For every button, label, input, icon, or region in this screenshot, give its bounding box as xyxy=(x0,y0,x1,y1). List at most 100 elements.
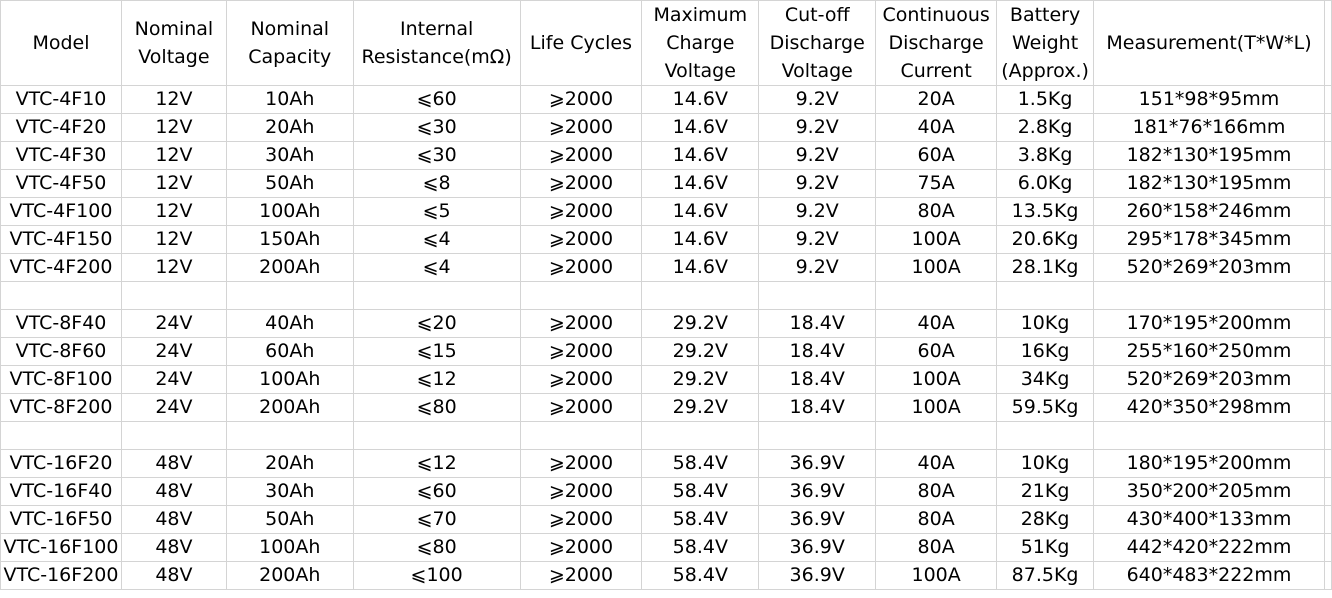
table-body: VTC-4F10 12V 10Ah ⩽60 ⩾2000 14.6V 9.2V 20A 1.5Kg… xyxy=(0,85,1332,590)
empty-cell xyxy=(758,421,877,450)
cutoff-discharge-voltage-cell: 36.9V xyxy=(758,477,877,506)
header-nominal-voltage: Nominal Voltage xyxy=(120,0,227,86)
nominal-voltage-cell: 12V xyxy=(120,253,227,282)
continuous-discharge-current-cell: 80A xyxy=(875,533,998,562)
internal-resistance-cell: ⩽12 xyxy=(352,365,521,394)
battery-weight-cell: 6.0Kg xyxy=(996,169,1095,198)
cutoff-discharge-voltage-cell: 9.2V xyxy=(758,113,877,142)
cutoff-discharge-voltage-cell: 18.4V xyxy=(758,309,877,338)
empty-cell xyxy=(120,281,227,310)
cutoff-discharge-voltage-cell: 9.2V xyxy=(758,141,877,170)
max-charge-voltage-cell: 14.6V xyxy=(641,253,760,282)
header-cutoff-discharge-voltage: Cut-off Discharge Voltage xyxy=(758,0,877,86)
table-row: VTC-8F100 24V 100Ah ⩽12 ⩾2000 29.2V 18.4V 100A 3… xyxy=(0,365,1332,394)
life-cycles-cell: ⩾2000 xyxy=(519,197,643,226)
spacer-row xyxy=(0,281,1332,310)
battery-weight-cell: 59.5Kg xyxy=(996,393,1095,422)
nominal-voltage-cell: 24V xyxy=(120,309,227,338)
table-row: VTC-4F30 12V 30Ah ⩽30 ⩾2000 14.6V 9.2V 60A 3.8Kg… xyxy=(0,141,1332,170)
table-row: VTC-16F20 48V 20Ah ⩽12 ⩾2000 58.4V 36.9V 40A 10K… xyxy=(0,449,1332,478)
internal-resistance-cell: ⩽60 xyxy=(352,85,521,114)
table-row: VTC-16F40 48V 30Ah ⩽60 ⩾2000 58.4V 36.9V 80A 21K… xyxy=(0,477,1332,506)
max-charge-voltage-cell: 14.6V xyxy=(641,141,760,170)
measurement-cell: 430*400*133mm xyxy=(1093,505,1325,534)
nominal-capacity-cell: 60Ah xyxy=(225,337,354,366)
empty-cell xyxy=(1323,253,1332,282)
empty-cell xyxy=(0,421,122,450)
internal-resistance-cell: ⩽60 xyxy=(352,477,521,506)
empty-cell xyxy=(641,281,760,310)
nominal-capacity-cell: 200Ah xyxy=(225,253,354,282)
life-cycles-cell: ⩾2000 xyxy=(519,449,643,478)
measurement-cell: 170*195*200mm xyxy=(1093,309,1325,338)
max-charge-voltage-cell: 14.6V xyxy=(641,169,760,198)
measurement-cell: 260*158*246mm xyxy=(1093,197,1325,226)
nominal-capacity-cell: 20Ah xyxy=(225,113,354,142)
nominal-capacity-cell: 200Ah xyxy=(225,561,354,590)
measurement-cell: 182*130*195mm xyxy=(1093,141,1325,170)
header-row: Model Nominal Voltage Nominal Capacity I… xyxy=(0,0,1332,86)
life-cycles-cell: ⩾2000 xyxy=(519,169,643,198)
cutoff-discharge-voltage-cell: 18.4V xyxy=(758,337,877,366)
header-model: Model xyxy=(0,0,122,86)
continuous-discharge-current-cell: 100A xyxy=(875,561,998,590)
continuous-discharge-current-cell: 80A xyxy=(875,505,998,534)
internal-resistance-cell: ⩽5 xyxy=(352,197,521,226)
empty-cell xyxy=(1323,197,1332,226)
life-cycles-cell: ⩾2000 xyxy=(519,253,643,282)
empty-cell xyxy=(1323,141,1332,170)
nominal-voltage-cell: 12V xyxy=(120,85,227,114)
internal-resistance-cell: ⩽4 xyxy=(352,253,521,282)
empty-cell xyxy=(641,421,760,450)
header-max-charge-voltage: Maximum Charge Voltage xyxy=(641,0,760,86)
nominal-voltage-cell: 24V xyxy=(120,393,227,422)
header-life-cycles: Life Cycles xyxy=(519,0,643,86)
continuous-discharge-current-cell: 40A xyxy=(875,113,998,142)
nominal-capacity-cell: 150Ah xyxy=(225,225,354,254)
measurement-cell: 420*350*298mm xyxy=(1093,393,1325,422)
model-cell: VTC-8F200 xyxy=(0,393,122,422)
battery-weight-cell: 1.5Kg xyxy=(996,85,1095,114)
measurement-cell: 350*200*205mm xyxy=(1093,477,1325,506)
battery-weight-cell: 21Kg xyxy=(996,477,1095,506)
internal-resistance-cell: ⩽30 xyxy=(352,141,521,170)
nominal-voltage-cell: 12V xyxy=(120,197,227,226)
empty-cell xyxy=(1323,113,1332,142)
table-row: VTC-8F60 24V 60Ah ⩽15 ⩾2000 29.2V 18.4V 60A 16Kg… xyxy=(0,337,1332,366)
max-charge-voltage-cell: 58.4V xyxy=(641,505,760,534)
model-cell: VTC-4F10 xyxy=(0,85,122,114)
empty-cell xyxy=(1323,169,1332,198)
empty-cell xyxy=(1323,533,1332,562)
continuous-discharge-current-cell: 20A xyxy=(875,85,998,114)
header-battery-weight: Battery Weight (Approx.) xyxy=(996,0,1095,86)
empty-cell xyxy=(875,421,998,450)
nominal-capacity-cell: 100Ah xyxy=(225,197,354,226)
table-row: VTC-4F100 12V 100Ah ⩽5 ⩾2000 14.6V 9.2V 80A 13.5… xyxy=(0,197,1332,226)
empty-cell xyxy=(519,281,643,310)
internal-resistance-cell: ⩽30 xyxy=(352,113,521,142)
measurement-cell: 182*130*195mm xyxy=(1093,169,1325,198)
measurement-cell: 181*76*166mm xyxy=(1093,113,1325,142)
model-cell: VTC-8F40 xyxy=(0,309,122,338)
table-row: VTC-16F100 48V 100Ah ⩽80 ⩾2000 58.4V 36.9V 80A 5… xyxy=(0,533,1332,562)
max-charge-voltage-cell: 29.2V xyxy=(641,393,760,422)
empty-cell xyxy=(519,421,643,450)
header-nominal-capacity: Nominal Capacity xyxy=(225,0,354,86)
empty-cell xyxy=(1323,449,1332,478)
continuous-discharge-current-cell: 80A xyxy=(875,477,998,506)
battery-weight-cell: 87.5Kg xyxy=(996,561,1095,590)
max-charge-voltage-cell: 58.4V xyxy=(641,477,760,506)
empty-cell xyxy=(352,421,521,450)
nominal-capacity-cell: 30Ah xyxy=(225,477,354,506)
nominal-voltage-cell: 12V xyxy=(120,141,227,170)
battery-weight-cell: 51Kg xyxy=(996,533,1095,562)
header-continuous-discharge-current: Continuous Discharge Current xyxy=(875,0,998,86)
nominal-voltage-cell: 48V xyxy=(120,449,227,478)
measurement-cell: 255*160*250mm xyxy=(1093,337,1325,366)
empty-cell xyxy=(1323,421,1332,450)
max-charge-voltage-cell: 14.6V xyxy=(641,113,760,142)
internal-resistance-cell: ⩽4 xyxy=(352,225,521,254)
nominal-voltage-cell: 12V xyxy=(120,225,227,254)
max-charge-voltage-cell: 14.6V xyxy=(641,225,760,254)
empty-cell xyxy=(1323,477,1332,506)
